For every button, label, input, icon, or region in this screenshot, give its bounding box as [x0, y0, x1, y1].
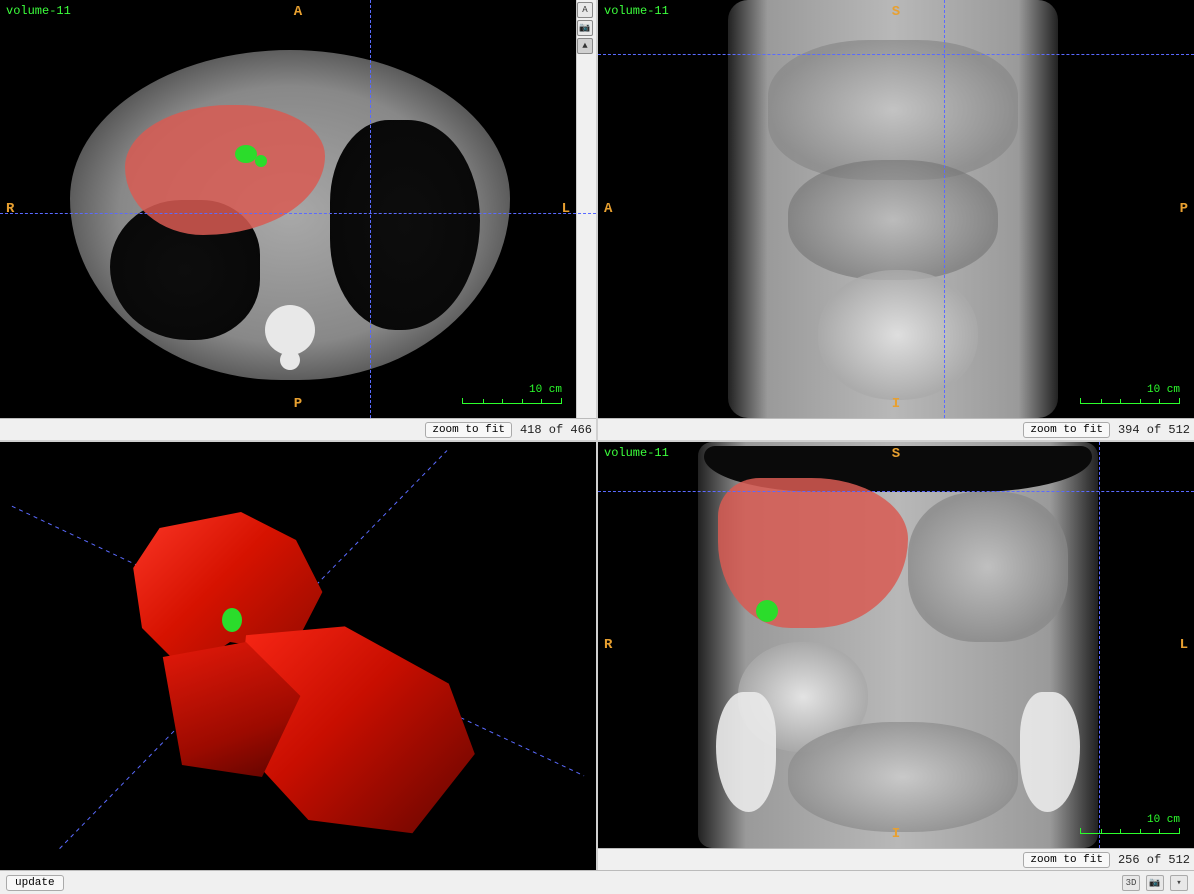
coronal-scalebar-label: 10 cm	[1147, 814, 1180, 826]
render-viewport[interactable]	[0, 442, 596, 870]
sagittal-orient-bottom: I	[892, 396, 900, 412]
pane-3d	[0, 442, 596, 870]
axial-footer: zoom to fit 418 of 466	[0, 418, 596, 440]
coronal-crosshair-v	[1099, 442, 1100, 848]
coronal-orient-top: S	[892, 446, 900, 462]
axial-tool-column: A 📷 ▲	[576, 2, 594, 54]
pane-coronal: volume-11 S I R L 10 cm zoom to fit 256 …	[598, 442, 1194, 870]
axial-scalebar-label: 10 cm	[529, 384, 562, 396]
coronal-orient-right: L	[1180, 637, 1188, 653]
axial-zoom-button[interactable]: zoom to fit	[425, 422, 512, 438]
ct-coronal-body	[698, 442, 1098, 848]
seg-tumor-axial-2	[255, 155, 267, 167]
seg-liver-axial	[125, 105, 325, 235]
screenshot-icon[interactable]: 📷	[1146, 875, 1164, 891]
axial-right-strip	[576, 0, 596, 418]
bottom-toolbar: update 3D 📷 ▾	[0, 870, 1194, 894]
axial-scalebar: 10 cm	[462, 384, 562, 404]
render-liver	[90, 502, 510, 852]
coronal-viewport[interactable]: volume-11 S I R L 10 cm	[598, 442, 1194, 848]
sagittal-scalebar-line	[1080, 398, 1180, 404]
render-3d-icon[interactable]: 3D	[1122, 875, 1140, 891]
axial-orient-bottom: P	[294, 396, 302, 412]
update-button[interactable]: update	[6, 875, 64, 891]
tool-annotation-icon[interactable]: A	[577, 2, 593, 18]
ct-spine	[265, 305, 315, 355]
sagittal-orient-left: A	[604, 201, 612, 217]
sagittal-orient-right: P	[1180, 201, 1188, 217]
axial-viewport[interactable]: volume-11 A P R L 10 cm A 📷 ▲	[0, 0, 596, 418]
coronal-volume-label: volume-11	[604, 446, 669, 460]
coronal-footer: zoom to fit 256 of 512	[598, 848, 1194, 870]
seg-liver-coronal	[718, 478, 908, 628]
sagittal-viewport[interactable]: volume-11 S I A P 10 cm	[598, 0, 1194, 418]
viewer-grid: volume-11 A P R L 10 cm A 📷 ▲	[0, 0, 1194, 870]
axial-volume-label: volume-11	[6, 4, 71, 18]
coronal-orient-left: R	[604, 637, 612, 653]
axial-slice-label: 418 of 466	[520, 423, 592, 437]
axial-scalebar-line	[462, 398, 562, 404]
coronal-slice-label: 256 of 512	[1118, 853, 1190, 867]
axial-orient-left: R	[6, 201, 14, 217]
sagittal-scalebar: 10 cm	[1080, 384, 1180, 404]
ct-lung-right	[330, 120, 480, 330]
pane-sagittal: volume-11 S I A P 10 cm zoom to fit 394 …	[598, 0, 1194, 440]
coronal-zoom-button[interactable]: zoom to fit	[1023, 852, 1110, 868]
axial-orient-top: A	[294, 4, 302, 20]
ct-axial-body	[70, 50, 510, 380]
sagittal-volume-label: volume-11	[604, 4, 669, 18]
axial-orient-right: L	[562, 201, 570, 217]
chevron-down-icon[interactable]: ▾	[1170, 875, 1188, 891]
seg-tumor-axial	[235, 145, 257, 163]
pane-axial: volume-11 A P R L 10 cm A 📷 ▲	[0, 0, 596, 440]
tool-camera-icon[interactable]: 📷	[577, 20, 593, 36]
coronal-scalebar-line	[1080, 828, 1180, 834]
tool-arrow-up-icon[interactable]: ▲	[577, 38, 593, 54]
ct-sagittal-body	[728, 0, 1058, 418]
sagittal-orient-top: S	[892, 4, 900, 20]
bottom-right-icons: 3D 📷 ▾	[1122, 875, 1188, 891]
sagittal-zoom-button[interactable]: zoom to fit	[1023, 422, 1110, 438]
sagittal-slice-label: 394 of 512	[1118, 423, 1190, 437]
sagittal-footer: zoom to fit 394 of 512	[598, 418, 1194, 440]
sagittal-scalebar-label: 10 cm	[1147, 384, 1180, 396]
seg-tumor-coronal	[756, 600, 778, 622]
coronal-orient-bottom: I	[892, 826, 900, 842]
coronal-scalebar: 10 cm	[1080, 814, 1180, 834]
render-tumor	[222, 608, 242, 632]
ct-spine-process	[280, 350, 300, 370]
